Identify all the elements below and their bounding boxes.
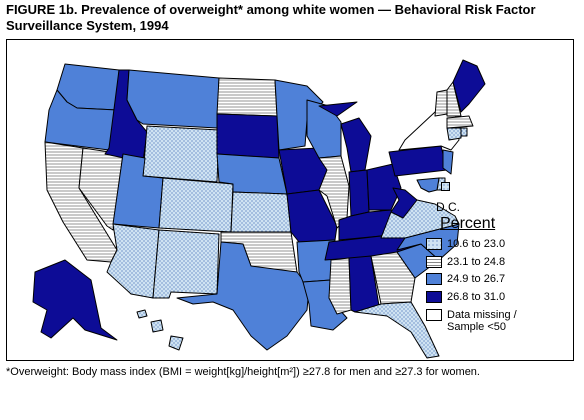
legend-swatch-5 <box>426 309 442 321</box>
legend-item-5: Data missing / Sample <50 <box>426 309 517 337</box>
state-nh <box>446 81 462 117</box>
legend-label-3: 24.9 to 26.7 <box>447 273 506 285</box>
state-nj <box>442 149 454 175</box>
state-ma <box>446 115 474 129</box>
state-ak <box>32 259 118 341</box>
legend-label-5: Data missing / <box>447 309 517 321</box>
state-md <box>416 177 440 193</box>
dc-swatch <box>441 182 450 191</box>
state-wv <box>390 187 418 219</box>
state-fl <box>354 301 440 359</box>
legend-item-1: 10.6 to 23.0 <box>426 238 505 252</box>
footnote: *Overweight: Body mass index (BMI = weig… <box>6 366 480 378</box>
state-co <box>158 177 234 233</box>
state-oh <box>366 163 402 211</box>
state-ct <box>446 127 462 141</box>
figure-title-line2: Surveillance System, 1994 <box>6 18 169 33</box>
state-ks <box>230 191 292 233</box>
figure-title: FIGURE 1b. Prevalence of overweight* amo… <box>6 2 578 34</box>
map-frame <box>6 39 574 361</box>
legend-label-4: 26.8 to 31.0 <box>447 291 506 303</box>
figure-title-line1: FIGURE 1b. Prevalence of overweight* amo… <box>6 2 536 17</box>
state-nm <box>152 229 220 299</box>
legend-item-3: 24.9 to 26.7 <box>426 273 505 287</box>
state-mn <box>274 79 324 151</box>
legend-item-2: 23.1 to 24.8 <box>426 256 505 270</box>
dc-label: D.C. <box>436 200 460 214</box>
state-in <box>348 169 370 217</box>
legend-swatch-2 <box>426 256 442 268</box>
state-tx <box>176 241 310 351</box>
legend-item-4: 26.8 to 31.0 <box>426 291 505 305</box>
state-ri <box>460 127 468 137</box>
legend-swatch-1 <box>426 238 442 250</box>
legend-label-5-wrap: Data missing / Sample <50 <box>447 309 517 333</box>
legend-label-5b: Sample <50 <box>447 321 507 333</box>
us-map <box>32 59 486 359</box>
state-ms <box>328 257 352 315</box>
state-wy <box>142 125 220 183</box>
legend-label-1: 10.6 to 23.0 <box>447 238 506 250</box>
state-me <box>452 59 486 113</box>
legend-swatch-4 <box>426 291 442 303</box>
state-hi <box>136 309 184 351</box>
state-nd <box>216 77 278 117</box>
legend-title: Percent <box>440 215 496 232</box>
state-pa <box>388 145 448 177</box>
legend-label-2: 23.1 to 24.8 <box>447 256 506 268</box>
state-ga <box>370 251 416 305</box>
state-il <box>318 155 350 229</box>
state-mt <box>126 69 220 129</box>
state-az <box>106 223 160 299</box>
legend-swatch-3 <box>426 273 442 285</box>
state-sd <box>216 113 280 159</box>
state-vt <box>434 89 448 117</box>
